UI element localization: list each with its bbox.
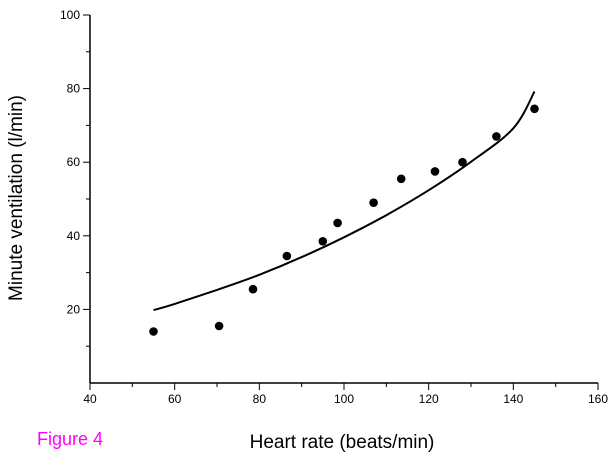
x-tick-label: 120 [419, 392, 439, 406]
figure-label: Figure 4 [37, 429, 103, 449]
data-point [430, 167, 440, 176]
x-axis-title: Heart rate (beats/min) [250, 432, 435, 453]
fitted-curve [153, 91, 536, 312]
y-tick-label: 20 [67, 302, 81, 316]
y-axis-title: Minute ventilation (l/min) [6, 95, 27, 301]
x-tick-label: 60 [168, 392, 182, 406]
data-point [333, 218, 342, 228]
y-tick-label: 80 [67, 82, 81, 96]
data-point [458, 157, 467, 167]
data-point [282, 251, 292, 261]
fitted-curve-layer [153, 91, 536, 312]
data-point [530, 104, 539, 114]
y-tick-label: 100 [60, 8, 80, 22]
axes: 40 60 80 100 120 140 160 20 40 60 80 100 [60, 8, 608, 406]
y-tick-label: 60 [67, 155, 81, 169]
y-tick-label: 40 [67, 229, 81, 243]
x-tick-label: 160 [588, 392, 608, 406]
x-tick-label: 40 [83, 392, 97, 406]
data-point [396, 174, 406, 184]
data-point [369, 198, 378, 207]
data-point [492, 132, 501, 141]
data-point [149, 327, 158, 336]
data-points-layer [149, 104, 539, 336]
data-point [318, 237, 328, 246]
x-tick-label: 100 [334, 392, 354, 406]
data-point [214, 321, 224, 331]
x-tick-label: 80 [253, 392, 267, 406]
data-point [248, 284, 258, 294]
x-tick-label: 140 [503, 392, 523, 406]
